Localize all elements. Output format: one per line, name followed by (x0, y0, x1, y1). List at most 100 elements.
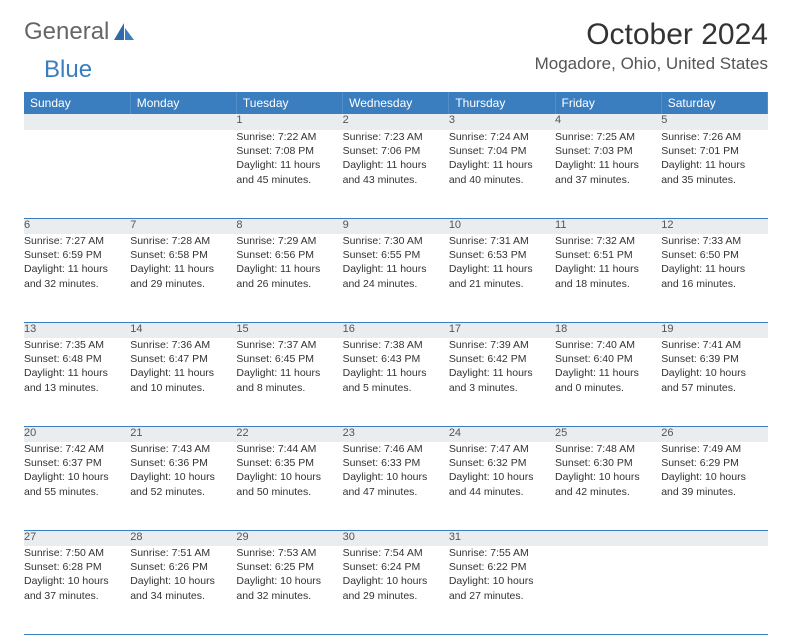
day-cell: Sunrise: 7:47 AMSunset: 6:32 PMDaylight:… (449, 442, 555, 530)
day-sunrise: Sunrise: 7:47 AM (449, 442, 555, 456)
day-day1: Daylight: 11 hours (449, 158, 555, 172)
day-number: 30 (343, 530, 449, 546)
day-cell: Sunrise: 7:48 AMSunset: 6:30 PMDaylight:… (555, 442, 661, 530)
day-day2: and 27 minutes. (449, 589, 555, 603)
day-number: 13 (24, 322, 130, 338)
day-number: 9 (343, 218, 449, 234)
day-cell: Sunrise: 7:50 AMSunset: 6:28 PMDaylight:… (24, 546, 130, 634)
day-sunset: Sunset: 6:37 PM (24, 456, 130, 470)
day-cell: Sunrise: 7:24 AMSunset: 7:04 PMDaylight:… (449, 130, 555, 218)
day-number: 11 (555, 218, 661, 234)
day-cell: Sunrise: 7:51 AMSunset: 6:26 PMDaylight:… (130, 546, 236, 634)
day-sunrise: Sunrise: 7:33 AM (661, 234, 767, 248)
day-day1: Daylight: 10 hours (661, 470, 767, 484)
day-sunset: Sunset: 6:56 PM (236, 248, 342, 262)
day-sunset: Sunset: 6:53 PM (449, 248, 555, 262)
day-number: 27 (24, 530, 130, 546)
day-sunset: Sunset: 6:48 PM (24, 352, 130, 366)
day-day1: Daylight: 11 hours (24, 366, 130, 380)
day-sunrise: Sunrise: 7:43 AM (130, 442, 236, 456)
day-sunrise: Sunrise: 7:46 AM (343, 442, 449, 456)
weekday-header-cell: Thursday (449, 92, 555, 114)
day-day2: and 35 minutes. (661, 173, 767, 187)
day-sunrise: Sunrise: 7:29 AM (236, 234, 342, 248)
day-sunrise: Sunrise: 7:23 AM (343, 130, 449, 144)
day-number: 21 (130, 426, 236, 442)
day-sunset: Sunset: 7:03 PM (555, 144, 661, 158)
day-number: 24 (449, 426, 555, 442)
day-day1: Daylight: 10 hours (130, 574, 236, 588)
day-cell: Sunrise: 7:23 AMSunset: 7:06 PMDaylight:… (343, 130, 449, 218)
day-number: 25 (555, 426, 661, 442)
day-number (661, 530, 767, 546)
day-cell: Sunrise: 7:39 AMSunset: 6:42 PMDaylight:… (449, 338, 555, 426)
day-day2: and 40 minutes. (449, 173, 555, 187)
day-day2: and 52 minutes. (130, 485, 236, 499)
day-cell: Sunrise: 7:37 AMSunset: 6:45 PMDaylight:… (236, 338, 342, 426)
day-sunset: Sunset: 7:08 PM (236, 144, 342, 158)
weekday-header-cell: Monday (130, 92, 236, 114)
day-sunset: Sunset: 6:59 PM (24, 248, 130, 262)
day-cell (24, 130, 130, 218)
location: Mogadore, Ohio, United States (535, 54, 768, 74)
day-sunset: Sunset: 6:24 PM (343, 560, 449, 574)
day-sunset: Sunset: 6:42 PM (449, 352, 555, 366)
day-day1: Daylight: 10 hours (343, 470, 449, 484)
day-cell: Sunrise: 7:28 AMSunset: 6:58 PMDaylight:… (130, 234, 236, 322)
day-sunrise: Sunrise: 7:39 AM (449, 338, 555, 352)
day-cell: Sunrise: 7:22 AMSunset: 7:08 PMDaylight:… (236, 130, 342, 218)
weekday-header-cell: Friday (555, 92, 661, 114)
day-sunrise: Sunrise: 7:36 AM (130, 338, 236, 352)
day-day1: Daylight: 10 hours (236, 470, 342, 484)
day-number: 5 (661, 114, 767, 130)
day-number (555, 530, 661, 546)
day-number: 4 (555, 114, 661, 130)
day-sunset: Sunset: 6:43 PM (343, 352, 449, 366)
day-day2: and 32 minutes. (24, 277, 130, 291)
day-sunrise: Sunrise: 7:41 AM (661, 338, 767, 352)
day-sunset: Sunset: 6:32 PM (449, 456, 555, 470)
day-sunrise: Sunrise: 7:40 AM (555, 338, 661, 352)
day-number: 19 (661, 322, 767, 338)
day-cell: Sunrise: 7:46 AMSunset: 6:33 PMDaylight:… (343, 442, 449, 530)
day-number (24, 114, 130, 130)
day-sunset: Sunset: 6:33 PM (343, 456, 449, 470)
day-cell (130, 130, 236, 218)
day-day2: and 21 minutes. (449, 277, 555, 291)
day-number: 12 (661, 218, 767, 234)
day-sunrise: Sunrise: 7:42 AM (24, 442, 130, 456)
calendar-table: SundayMondayTuesdayWednesdayThursdayFrid… (24, 92, 768, 635)
day-cell: Sunrise: 7:44 AMSunset: 6:35 PMDaylight:… (236, 442, 342, 530)
day-sunset: Sunset: 7:01 PM (661, 144, 767, 158)
day-sunrise: Sunrise: 7:24 AM (449, 130, 555, 144)
day-number: 16 (343, 322, 449, 338)
day-cell: Sunrise: 7:29 AMSunset: 6:56 PMDaylight:… (236, 234, 342, 322)
day-day1: Daylight: 11 hours (661, 158, 767, 172)
day-cell: Sunrise: 7:55 AMSunset: 6:22 PMDaylight:… (449, 546, 555, 634)
weekday-header: SundayMondayTuesdayWednesdayThursdayFrid… (24, 92, 768, 114)
day-cell: Sunrise: 7:41 AMSunset: 6:39 PMDaylight:… (661, 338, 767, 426)
day-day2: and 37 minutes. (555, 173, 661, 187)
day-sunset: Sunset: 7:04 PM (449, 144, 555, 158)
day-day2: and 32 minutes. (236, 589, 342, 603)
day-day1: Daylight: 11 hours (236, 366, 342, 380)
day-cell: Sunrise: 7:42 AMSunset: 6:37 PMDaylight:… (24, 442, 130, 530)
weekday-header-cell: Saturday (661, 92, 767, 114)
day-sunset: Sunset: 6:35 PM (236, 456, 342, 470)
day-sunset: Sunset: 6:22 PM (449, 560, 555, 574)
day-day2: and 47 minutes. (343, 485, 449, 499)
day-sunset: Sunset: 6:45 PM (236, 352, 342, 366)
day-day1: Daylight: 11 hours (343, 262, 449, 276)
day-sunset: Sunset: 6:39 PM (661, 352, 767, 366)
day-sunrise: Sunrise: 7:44 AM (236, 442, 342, 456)
day-day2: and 18 minutes. (555, 277, 661, 291)
day-sunrise: Sunrise: 7:54 AM (343, 546, 449, 560)
day-day1: Daylight: 11 hours (130, 262, 236, 276)
day-day1: Daylight: 10 hours (661, 366, 767, 380)
day-number: 22 (236, 426, 342, 442)
day-day2: and 57 minutes. (661, 381, 767, 395)
day-cell: Sunrise: 7:32 AMSunset: 6:51 PMDaylight:… (555, 234, 661, 322)
day-number: 17 (449, 322, 555, 338)
day-number: 2 (343, 114, 449, 130)
day-sunset: Sunset: 6:40 PM (555, 352, 661, 366)
